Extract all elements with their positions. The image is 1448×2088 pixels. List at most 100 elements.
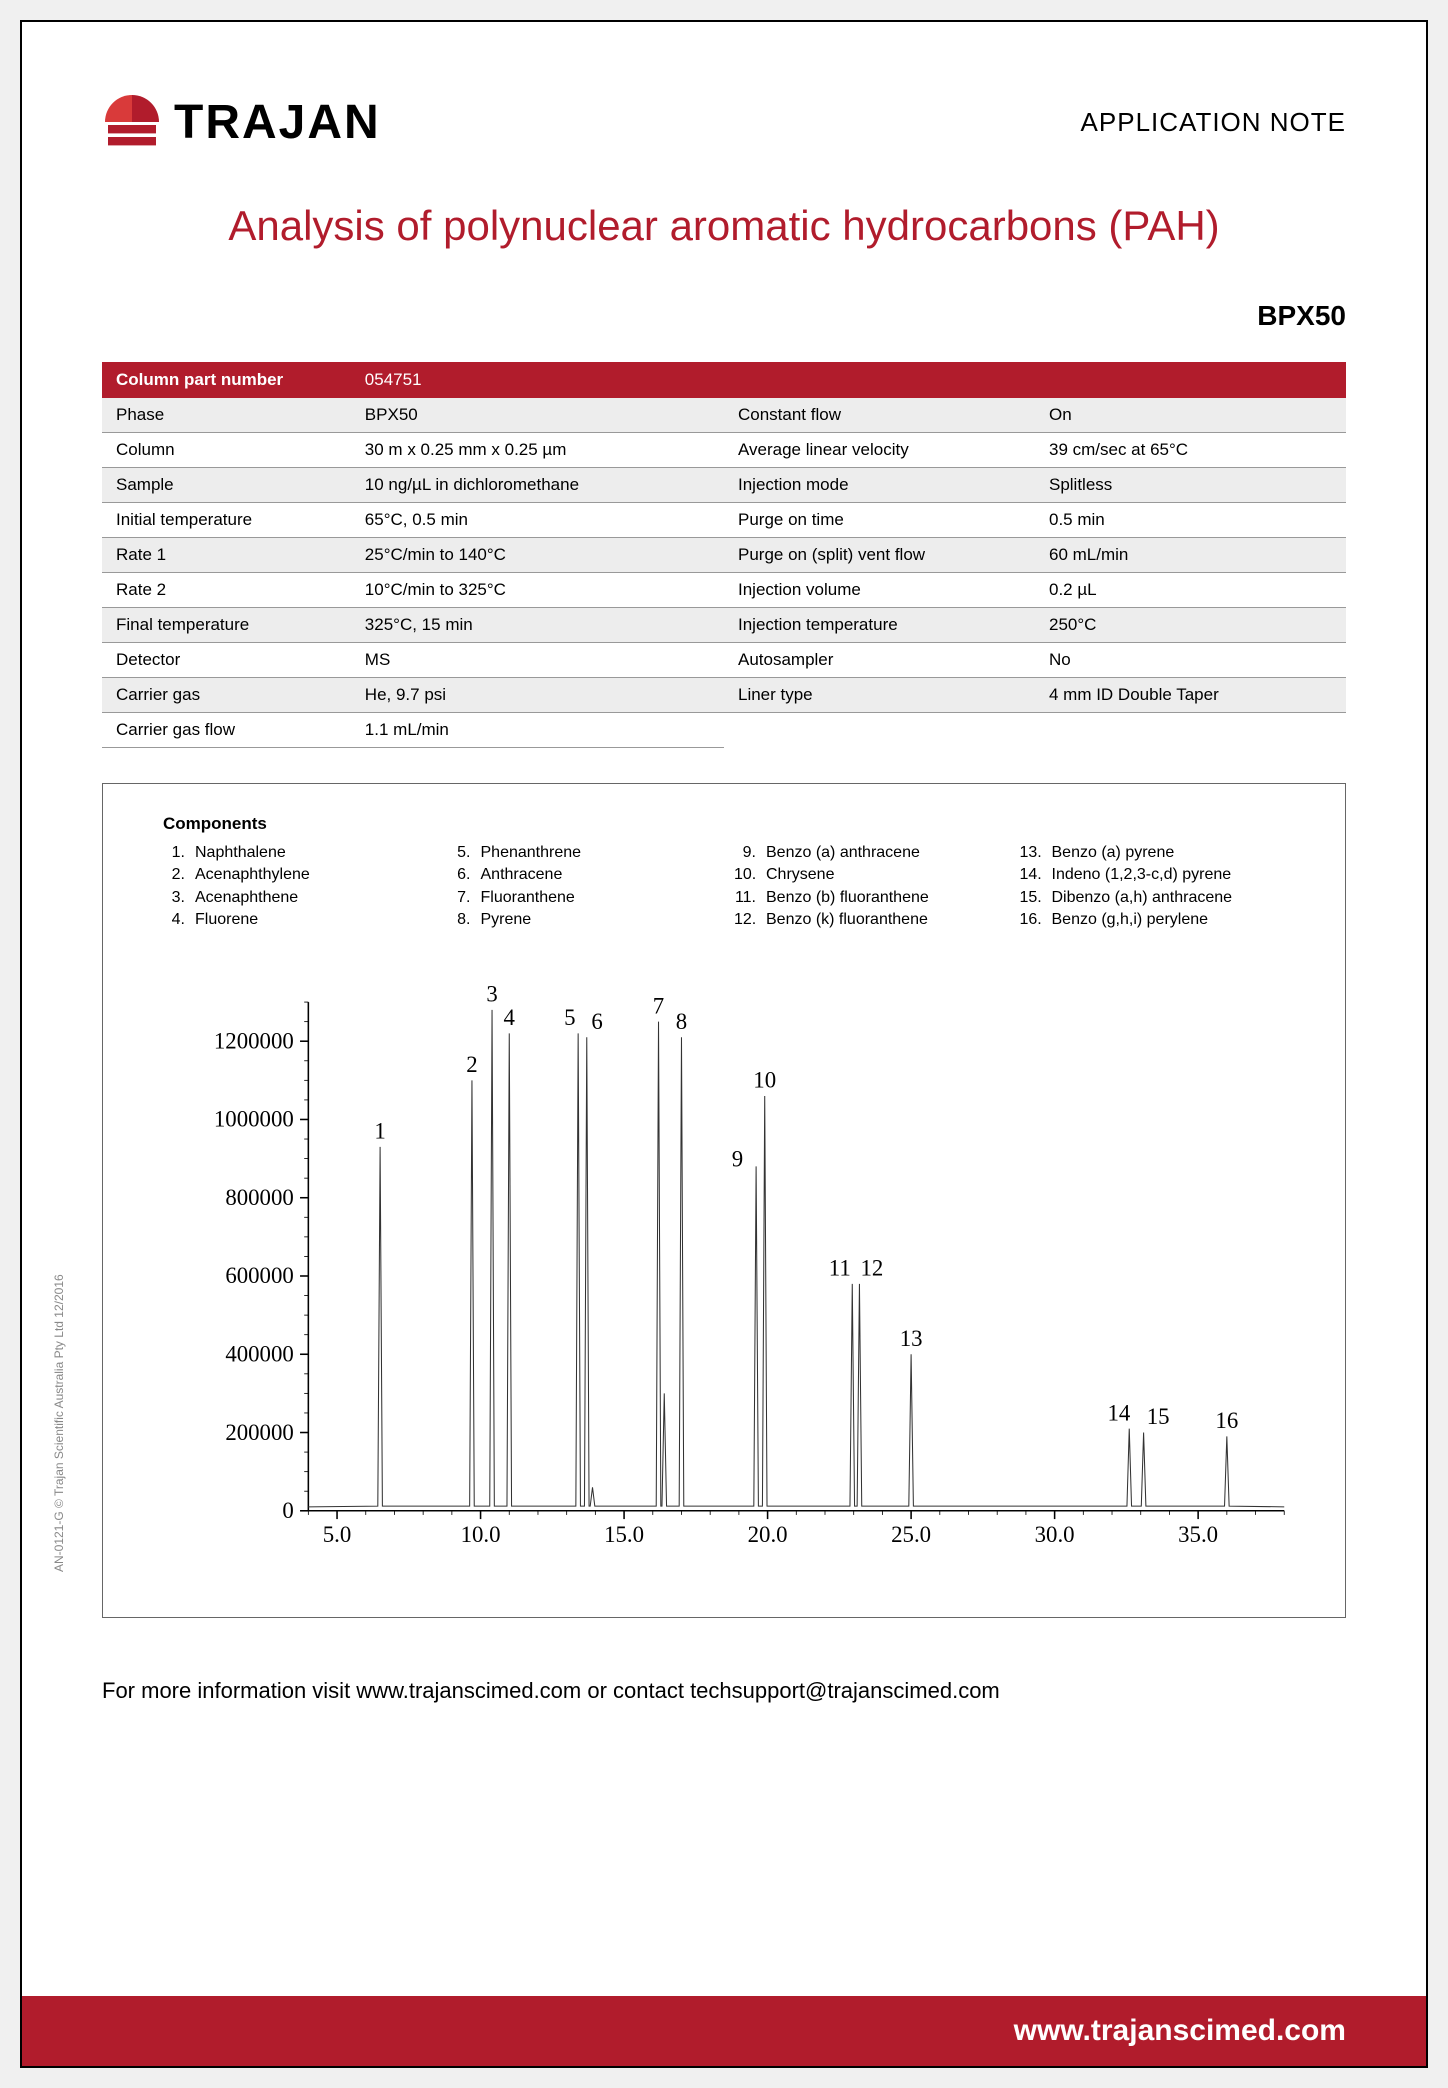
table-cell: No: [1035, 643, 1346, 678]
table-cell: Constant flow: [724, 398, 1035, 433]
table-cell: MS: [351, 643, 724, 678]
table-cell: 30 m x 0.25 mm x 0.25 µm: [351, 433, 724, 468]
table-cell: [724, 713, 1035, 748]
table-cell: Autosampler: [724, 643, 1035, 678]
table-cell: Injection volume: [724, 573, 1035, 608]
table-cell: Injection mode: [724, 468, 1035, 503]
svg-text:35.0: 35.0: [1178, 1521, 1218, 1546]
component-item: 10.Chrysene: [734, 864, 1020, 886]
svg-text:20.0: 20.0: [748, 1521, 788, 1546]
table-row: Column30 m x 0.25 mm x 0.25 µmAverage li…: [102, 433, 1346, 468]
table-cell: Carrier gas flow: [102, 713, 351, 748]
component-item: 9.Benzo (a) anthracene: [734, 842, 1020, 864]
table-cell: 0.5 min: [1035, 503, 1346, 538]
svg-text:25.0: 25.0: [891, 1521, 931, 1546]
table-cell: Splitless: [1035, 468, 1346, 503]
table-cell: Carrier gas: [102, 678, 351, 713]
svg-text:7: 7: [653, 993, 664, 1018]
table-cell: Liner type: [724, 678, 1035, 713]
table-cell: Phase: [102, 398, 351, 433]
table-row: Rate 210°C/min to 325°CInjection volume0…: [102, 573, 1346, 608]
svg-text:2: 2: [466, 1052, 477, 1077]
svg-text:400000: 400000: [225, 1341, 293, 1366]
table-cell: [1035, 713, 1346, 748]
component-item: 16.Benzo (g,h,i) perylene: [1020, 909, 1306, 931]
table-cell: 0.2 µL: [1035, 573, 1346, 608]
table-cell: Injection temperature: [724, 608, 1035, 643]
page-title: Analysis of polynuclear aromatic hydroca…: [102, 202, 1346, 250]
svg-text:3: 3: [486, 981, 497, 1006]
svg-text:14: 14: [1107, 1400, 1130, 1425]
footer-url: www.trajanscimed.com: [22, 1996, 1426, 2066]
table-cell: Average linear velocity: [724, 433, 1035, 468]
table-cell: Column: [102, 433, 351, 468]
svg-text:5.0: 5.0: [323, 1521, 352, 1546]
logo: TRAJAN: [102, 92, 381, 152]
component-item: 11.Benzo (b) fluoranthene: [734, 887, 1020, 909]
component-item: 1.Naphthalene: [163, 842, 449, 864]
table-cell: Rate 2: [102, 573, 351, 608]
table-cell: Initial temperature: [102, 503, 351, 538]
svg-text:800000: 800000: [225, 1185, 293, 1210]
table-row: Sample10 ng/µL in dichloromethaneInjecti…: [102, 468, 1346, 503]
more-info-text: For more information visit www.trajansci…: [102, 1678, 1346, 1704]
chart-container: Components 1.Naphthalene2.Acenaphthylene…: [102, 783, 1346, 1618]
component-item: 15.Dibenzo (a,h) anthracene: [1020, 887, 1306, 909]
svg-text:5: 5: [564, 1005, 575, 1030]
table-cell: Rate 1: [102, 538, 351, 573]
table-cell: 65°C, 0.5 min: [351, 503, 724, 538]
svg-text:1000000: 1000000: [214, 1106, 294, 1131]
component-item: 13.Benzo (a) pyrene: [1020, 842, 1306, 864]
chromatogram-chart: 0200000400000600000800000100000012000005…: [163, 962, 1305, 1582]
svg-text:9: 9: [732, 1146, 743, 1171]
table-cell: Sample: [102, 468, 351, 503]
trajan-logo-icon: [102, 92, 162, 152]
svg-text:30.0: 30.0: [1035, 1521, 1075, 1546]
component-item: 5.Phenanthrene: [449, 842, 735, 864]
table-row: Rate 125°C/min to 140°CPurge on (split) …: [102, 538, 1346, 573]
parameters-table: Column part number 054751 PhaseBPX50Cons…: [102, 362, 1346, 748]
table-cell: 250°C: [1035, 608, 1346, 643]
components-heading: Components: [163, 814, 1305, 834]
component-item: 8.Pyrene: [449, 909, 735, 931]
product-label: BPX50: [102, 300, 1346, 332]
doc-type-label: APPLICATION NOTE: [1081, 107, 1346, 138]
component-item: 2.Acenaphthylene: [163, 864, 449, 886]
table-cell: 10°C/min to 325°C: [351, 573, 724, 608]
table-header-value: 054751: [351, 362, 724, 398]
table-cell: 60 mL/min: [1035, 538, 1346, 573]
side-copyright: AN-0121-G © Trajan Scientific Australia …: [52, 1274, 66, 1572]
svg-text:15: 15: [1147, 1404, 1170, 1429]
table-cell: Final temperature: [102, 608, 351, 643]
component-item: 14.Indeno (1,2,3-c,d) pyrene: [1020, 864, 1306, 886]
table-cell: 25°C/min to 140°C: [351, 538, 724, 573]
table-row: Initial temperature65°C, 0.5 minPurge on…: [102, 503, 1346, 538]
svg-text:8: 8: [676, 1009, 687, 1034]
component-item: 6.Anthracene: [449, 864, 735, 886]
table-header-label: Column part number: [102, 362, 351, 398]
table-cell: On: [1035, 398, 1346, 433]
component-item: 12.Benzo (k) fluoranthene: [734, 909, 1020, 931]
table-cell: BPX50: [351, 398, 724, 433]
table-cell: 10 ng/µL in dichloromethane: [351, 468, 724, 503]
table-cell: 4 mm ID Double Taper: [1035, 678, 1346, 713]
svg-text:10.0: 10.0: [461, 1521, 501, 1546]
table-cell: Purge on (split) vent flow: [724, 538, 1035, 573]
table-cell: Detector: [102, 643, 351, 678]
component-item: 3.Acenaphthene: [163, 887, 449, 909]
svg-text:600000: 600000: [225, 1263, 293, 1288]
table-row: Carrier gas flow1.1 mL/min: [102, 713, 1346, 748]
svg-text:0: 0: [282, 1498, 293, 1523]
table-cell: 39 cm/sec at 65°C: [1035, 433, 1346, 468]
svg-text:4: 4: [504, 1005, 516, 1030]
svg-text:1: 1: [374, 1118, 385, 1143]
table-cell: Purge on time: [724, 503, 1035, 538]
component-item: 7.Fluoranthene: [449, 887, 735, 909]
table-row: Carrier gasHe, 9.7 psiLiner type4 mm ID …: [102, 678, 1346, 713]
svg-text:13: 13: [900, 1326, 923, 1351]
table-row: PhaseBPX50Constant flowOn: [102, 398, 1346, 433]
table-cell: He, 9.7 psi: [351, 678, 724, 713]
svg-text:11: 11: [829, 1255, 851, 1280]
svg-text:16: 16: [1215, 1408, 1238, 1433]
svg-text:15.0: 15.0: [604, 1521, 644, 1546]
